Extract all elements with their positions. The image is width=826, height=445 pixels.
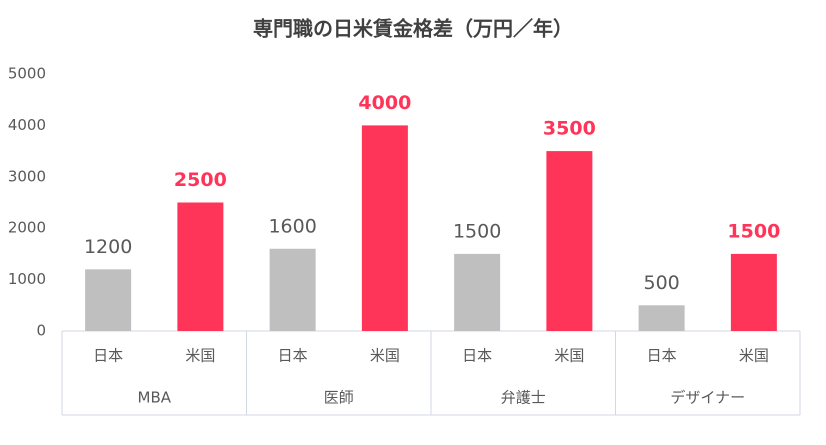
chart-title: 専門職の日米賃金格差（万円／年） (253, 17, 573, 41)
value-label: 1500 (453, 220, 501, 242)
x-tick-label: 日本 (93, 347, 123, 365)
y-tick-label: 0 (36, 322, 46, 340)
value-label: 3500 (543, 118, 596, 140)
x-tick-label: 日本 (647, 347, 677, 365)
bar (85, 269, 132, 331)
y-tick-label: 1000 (8, 270, 46, 288)
x-tick-label: 米国 (185, 347, 215, 365)
group-label: MBA (138, 389, 172, 407)
bar (177, 202, 224, 331)
value-label: 1200 (84, 236, 132, 258)
x-tick-label: 米国 (554, 347, 584, 365)
value-label: 500 (643, 272, 679, 294)
bar (730, 253, 777, 331)
x-tick-label: 米国 (739, 347, 769, 365)
bar (361, 125, 408, 332)
value-label: 1500 (727, 220, 780, 242)
bar (638, 305, 685, 331)
bar (454, 253, 501, 331)
group-label: デザイナー (670, 389, 745, 407)
bar (546, 151, 593, 331)
x-tick-label: 日本 (462, 347, 492, 365)
group-label: 医師 (324, 389, 354, 407)
y-tick-label: 5000 (8, 65, 46, 83)
value-label: 1600 (268, 215, 316, 237)
value-label: 2500 (174, 169, 227, 191)
value-label: 4000 (358, 92, 411, 114)
y-tick-label: 3000 (8, 167, 46, 185)
bar (269, 248, 316, 331)
group-label: 弁護士 (501, 389, 546, 407)
x-tick-label: 米国 (370, 347, 400, 365)
x-tick-label: 日本 (278, 347, 308, 365)
y-tick-label: 2000 (8, 219, 46, 237)
y-tick-label: 4000 (8, 116, 46, 134)
